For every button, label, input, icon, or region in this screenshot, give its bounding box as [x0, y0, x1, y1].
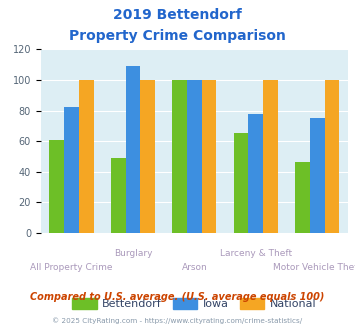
Bar: [234, 133, 248, 233]
Bar: [324, 80, 339, 233]
Bar: [111, 158, 126, 233]
Bar: [295, 162, 310, 233]
Text: 2019 Bettendorf: 2019 Bettendorf: [113, 8, 242, 22]
Text: Larceny & Theft: Larceny & Theft: [220, 249, 292, 258]
Bar: [263, 80, 278, 233]
Text: Burglary: Burglary: [114, 249, 152, 258]
Text: Arson: Arson: [181, 263, 207, 272]
Text: Motor Vehicle Theft: Motor Vehicle Theft: [273, 263, 355, 272]
Bar: [49, 140, 64, 233]
Text: Property Crime Comparison: Property Crime Comparison: [69, 29, 286, 43]
Legend: Bettendorf, Iowa, National: Bettendorf, Iowa, National: [67, 293, 321, 314]
Text: All Property Crime: All Property Crime: [30, 263, 113, 272]
Bar: [79, 80, 94, 233]
Bar: [172, 80, 187, 233]
Text: Compared to U.S. average. (U.S. average equals 100): Compared to U.S. average. (U.S. average …: [30, 292, 325, 302]
Text: © 2025 CityRating.com - https://www.cityrating.com/crime-statistics/: © 2025 CityRating.com - https://www.city…: [53, 317, 302, 324]
Bar: [248, 114, 263, 233]
Bar: [126, 66, 140, 233]
Bar: [64, 108, 79, 233]
Bar: [310, 118, 324, 233]
Bar: [140, 80, 155, 233]
Bar: [202, 80, 217, 233]
Bar: [187, 80, 202, 233]
